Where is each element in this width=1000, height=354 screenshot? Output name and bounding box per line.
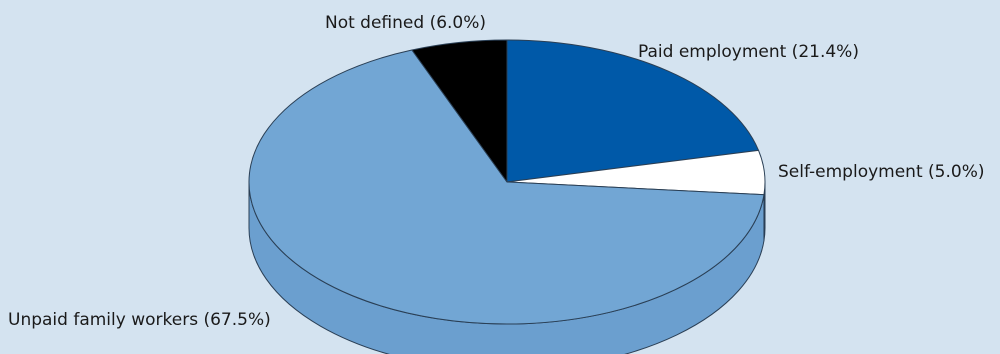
pie-slice-not-defined xyxy=(411,39,508,183)
pie-slice-unpaid-family-workers xyxy=(248,49,765,325)
pie-labels: Paid employment (21.4%) Self-employment … xyxy=(8,13,984,330)
slice-label-not-defined: Not defined (6.0%) xyxy=(325,13,486,33)
slice-label-self-employment: Self-employment (5.0%) xyxy=(778,162,984,182)
slice-label-paid-employment: Paid employment (21.4%) xyxy=(638,42,859,62)
slice-label-unpaid-family-workers: Unpaid family workers (67.5%) xyxy=(8,310,271,330)
pie-top-faces xyxy=(248,39,766,325)
pie-slice-paid-employment xyxy=(506,39,760,183)
